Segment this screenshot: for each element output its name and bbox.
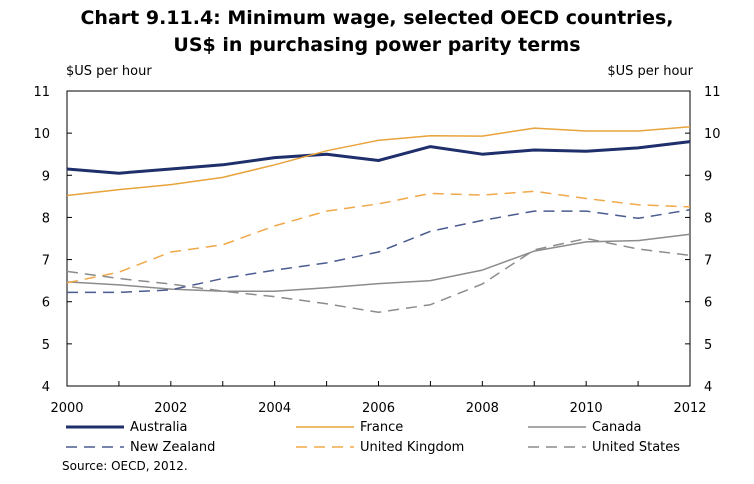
series-line-united-states	[66, 237, 691, 314]
y-tick-label-right: 11	[704, 85, 721, 100]
y-tick-label-left: 8	[42, 211, 50, 226]
x-tick-label: 2006	[362, 401, 395, 416]
y-axis-label-left: $US per hour	[66, 64, 152, 79]
chart-title-line-2: US$ in purchasing power parity terms	[173, 34, 581, 56]
y-tick-label-left: 6	[42, 296, 50, 311]
y-tick-label-left: 7	[42, 254, 50, 269]
y-tick-label-right: 4	[704, 380, 712, 395]
plot-frame	[66, 90, 691, 387]
y-tick-label-right: 9	[704, 169, 712, 184]
source-note: Source: OECD, 2012.	[62, 459, 188, 473]
x-tick-label: 2010	[570, 401, 603, 416]
y-axis-label-right: $US per hour	[607, 64, 693, 79]
legend-label-united-states: United States	[592, 440, 680, 455]
y-tick-label-left: 11	[33, 85, 50, 100]
x-tick-label: 2000	[50, 401, 83, 416]
x-tick-label: 2002	[154, 401, 187, 416]
legend-label-new-zealand: New Zealand	[130, 440, 215, 455]
y-tick-label-left: 4	[42, 380, 50, 395]
legend-label-australia: Australia	[130, 420, 188, 435]
x-tick-label: 2004	[258, 401, 291, 416]
y-tick-label-right: 7	[704, 254, 712, 269]
x-tick-label: 2008	[466, 401, 499, 416]
legend-label-france: France	[360, 420, 403, 435]
y-tick-label-left: 10	[33, 127, 50, 142]
series-line-canada	[66, 233, 691, 292]
y-tick-label-right: 8	[704, 211, 712, 226]
y-tick-label-right: 5	[704, 338, 712, 353]
y-tick-label-right: 10	[704, 127, 721, 142]
y-tick-label-left: 5	[42, 338, 50, 353]
y-tick-label-left: 9	[42, 169, 50, 184]
series-line-united-kingdom	[66, 190, 691, 284]
series-line-france	[66, 126, 691, 197]
legend-label-canada: Canada	[592, 420, 641, 435]
series-line-new-zealand	[67, 209, 691, 294]
x-tick-label: 2012	[673, 401, 706, 416]
legend-label-united-kingdom: United Kingdom	[360, 440, 464, 455]
y-tick-label-right: 6	[704, 296, 712, 311]
series-line-australia	[66, 140, 691, 175]
chart-title-line-1: Chart 9.11.4: Minimum wage, selected OEC…	[80, 7, 674, 29]
